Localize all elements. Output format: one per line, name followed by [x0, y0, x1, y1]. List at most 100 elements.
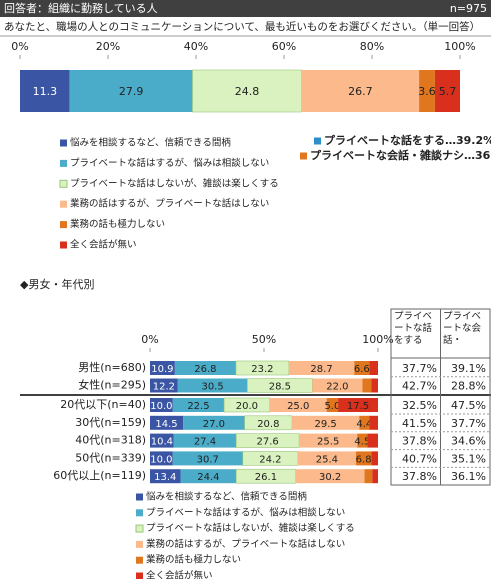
bar-segment: [150, 433, 174, 448]
legend-swatch: [136, 540, 143, 548]
sample-size: n=975: [450, 2, 487, 15]
table-header: プライベートな会話・: [443, 311, 482, 346]
x-tick-label: 100%: [444, 40, 475, 53]
value-label: 27.0: [203, 419, 225, 430]
value-label: 14.5: [155, 419, 177, 430]
legend-swatch: [60, 159, 67, 167]
bar-segment: [301, 70, 420, 112]
legend-swatch: [136, 493, 143, 501]
value-label: 28.7: [310, 364, 332, 375]
table-cell: 39.1%: [451, 362, 486, 375]
legend-label: 業務の話はするが、プライベートな話はしない: [70, 198, 269, 210]
bar-segment: [338, 398, 378, 412]
value-label: 27.6: [257, 437, 279, 448]
legend-swatch: [59, 179, 68, 188]
value-label: 5.0: [324, 401, 340, 412]
value-label: 27.4: [194, 437, 216, 448]
bar-segment: [292, 415, 360, 430]
table-cell: 34.6%: [451, 435, 486, 448]
value-label: 22.0: [326, 382, 348, 393]
x-tick-label: 80%: [360, 40, 384, 53]
value-label: 30.5: [201, 382, 223, 393]
legend-swatch: [60, 139, 67, 147]
legend-label: 全く会話が無い: [70, 239, 137, 251]
x-tick-label: 20%: [96, 40, 120, 53]
bar-segment: [150, 469, 181, 484]
legend-swatch: [60, 200, 67, 208]
legend-label: 業務の話も極力しない: [146, 554, 241, 566]
value-label: 10.9: [151, 364, 173, 375]
bar-segment: [172, 451, 243, 466]
legend-label: 業務の話はするが、プライベートな話はしない: [146, 538, 345, 550]
bar-segment: [297, 451, 356, 466]
value-label: 26.7: [348, 85, 373, 98]
legend-swatch: [136, 556, 143, 564]
legend-label: 業務の話も極力しない: [70, 218, 165, 230]
x-tick-label: 60%: [272, 40, 296, 53]
bar-segment: [177, 378, 248, 393]
table-cell: 37.8%: [402, 435, 437, 448]
category-label: 女性(n=295): [78, 378, 146, 392]
legend-label: プライベートな話はしないが、雑談は楽しくする: [70, 177, 279, 189]
value-label: 13.4: [154, 472, 176, 483]
table-cell: 41.5%: [402, 417, 437, 430]
bar-segment: [150, 361, 175, 375]
bar-segment: [364, 469, 373, 484]
bar-segment: [20, 70, 70, 112]
table-cell: 42.7%: [402, 380, 437, 393]
value-label: 20.0: [236, 401, 258, 412]
bar-segment: [174, 361, 236, 375]
value-label: 22.5: [187, 401, 209, 412]
table-cell: 35.1%: [451, 452, 486, 465]
bar-segment: [150, 415, 184, 430]
table-cell: 40.7%: [402, 452, 437, 465]
bar-segment: [312, 378, 363, 393]
value-label: 30.2: [319, 472, 341, 483]
legend-label: プライベートな話はするが、悩みは相談しない: [146, 506, 345, 518]
value-label: 24.2: [259, 454, 281, 465]
bar-segment: [288, 361, 355, 375]
bar-segment: [180, 469, 237, 484]
bar-segment: [369, 361, 378, 375]
value-label: 23.2: [251, 364, 273, 375]
table-cell: 37.7%: [402, 362, 437, 375]
legend-swatch: [136, 572, 143, 579]
x-tick-label: 50%: [252, 333, 276, 346]
category-label: 男性(n=680): [78, 360, 146, 374]
bar-segment: [299, 433, 358, 448]
value-label: 29.5: [315, 419, 337, 430]
bar-segment: [150, 451, 173, 466]
bar-segment: [357, 433, 368, 448]
x-tick-label: 0%: [11, 40, 28, 53]
bar-segment: [192, 69, 302, 113]
value-label: 20.8: [257, 419, 279, 430]
respondents: 回答者：組織に勤務している人: [4, 1, 158, 15]
bar-segment: [183, 415, 245, 430]
value-label: 6.6: [354, 364, 370, 375]
table-cell: 47.5%: [451, 399, 486, 412]
value-label: 5.7: [439, 85, 457, 98]
bar-segment: [362, 378, 372, 393]
value-label: 10.0: [150, 401, 172, 412]
bar-segment: [150, 398, 173, 412]
bar-segment: [434, 70, 460, 112]
bar-segment: [269, 398, 327, 412]
annotation-marker: [314, 137, 321, 145]
table-header: プライベートな話をする: [394, 311, 433, 346]
legend-label: 悩みを相談するなど、信頼できる間柄: [146, 491, 307, 503]
value-label: 11.3: [33, 85, 58, 98]
bar-segment: [371, 378, 378, 393]
legend-label: 悩みを相談するなど、信頼できる間柄: [70, 137, 231, 149]
table-cell: 32.5%: [402, 399, 437, 412]
table-cell: 37.8%: [402, 470, 437, 483]
value-label: 4.5: [354, 437, 370, 448]
x-tick-label: 40%: [184, 40, 208, 53]
annotation: プライベートな話をする…39.2%: [324, 133, 491, 147]
annotation-marker: [300, 152, 307, 160]
section-title: ◆男女・年代別: [20, 277, 94, 291]
bar-segment: [419, 70, 435, 112]
legend-label: プライベートな話はしないが、雑談は楽しくする: [146, 522, 355, 534]
x-tick-label: 0%: [141, 333, 158, 346]
value-label: 25.5: [317, 437, 339, 448]
